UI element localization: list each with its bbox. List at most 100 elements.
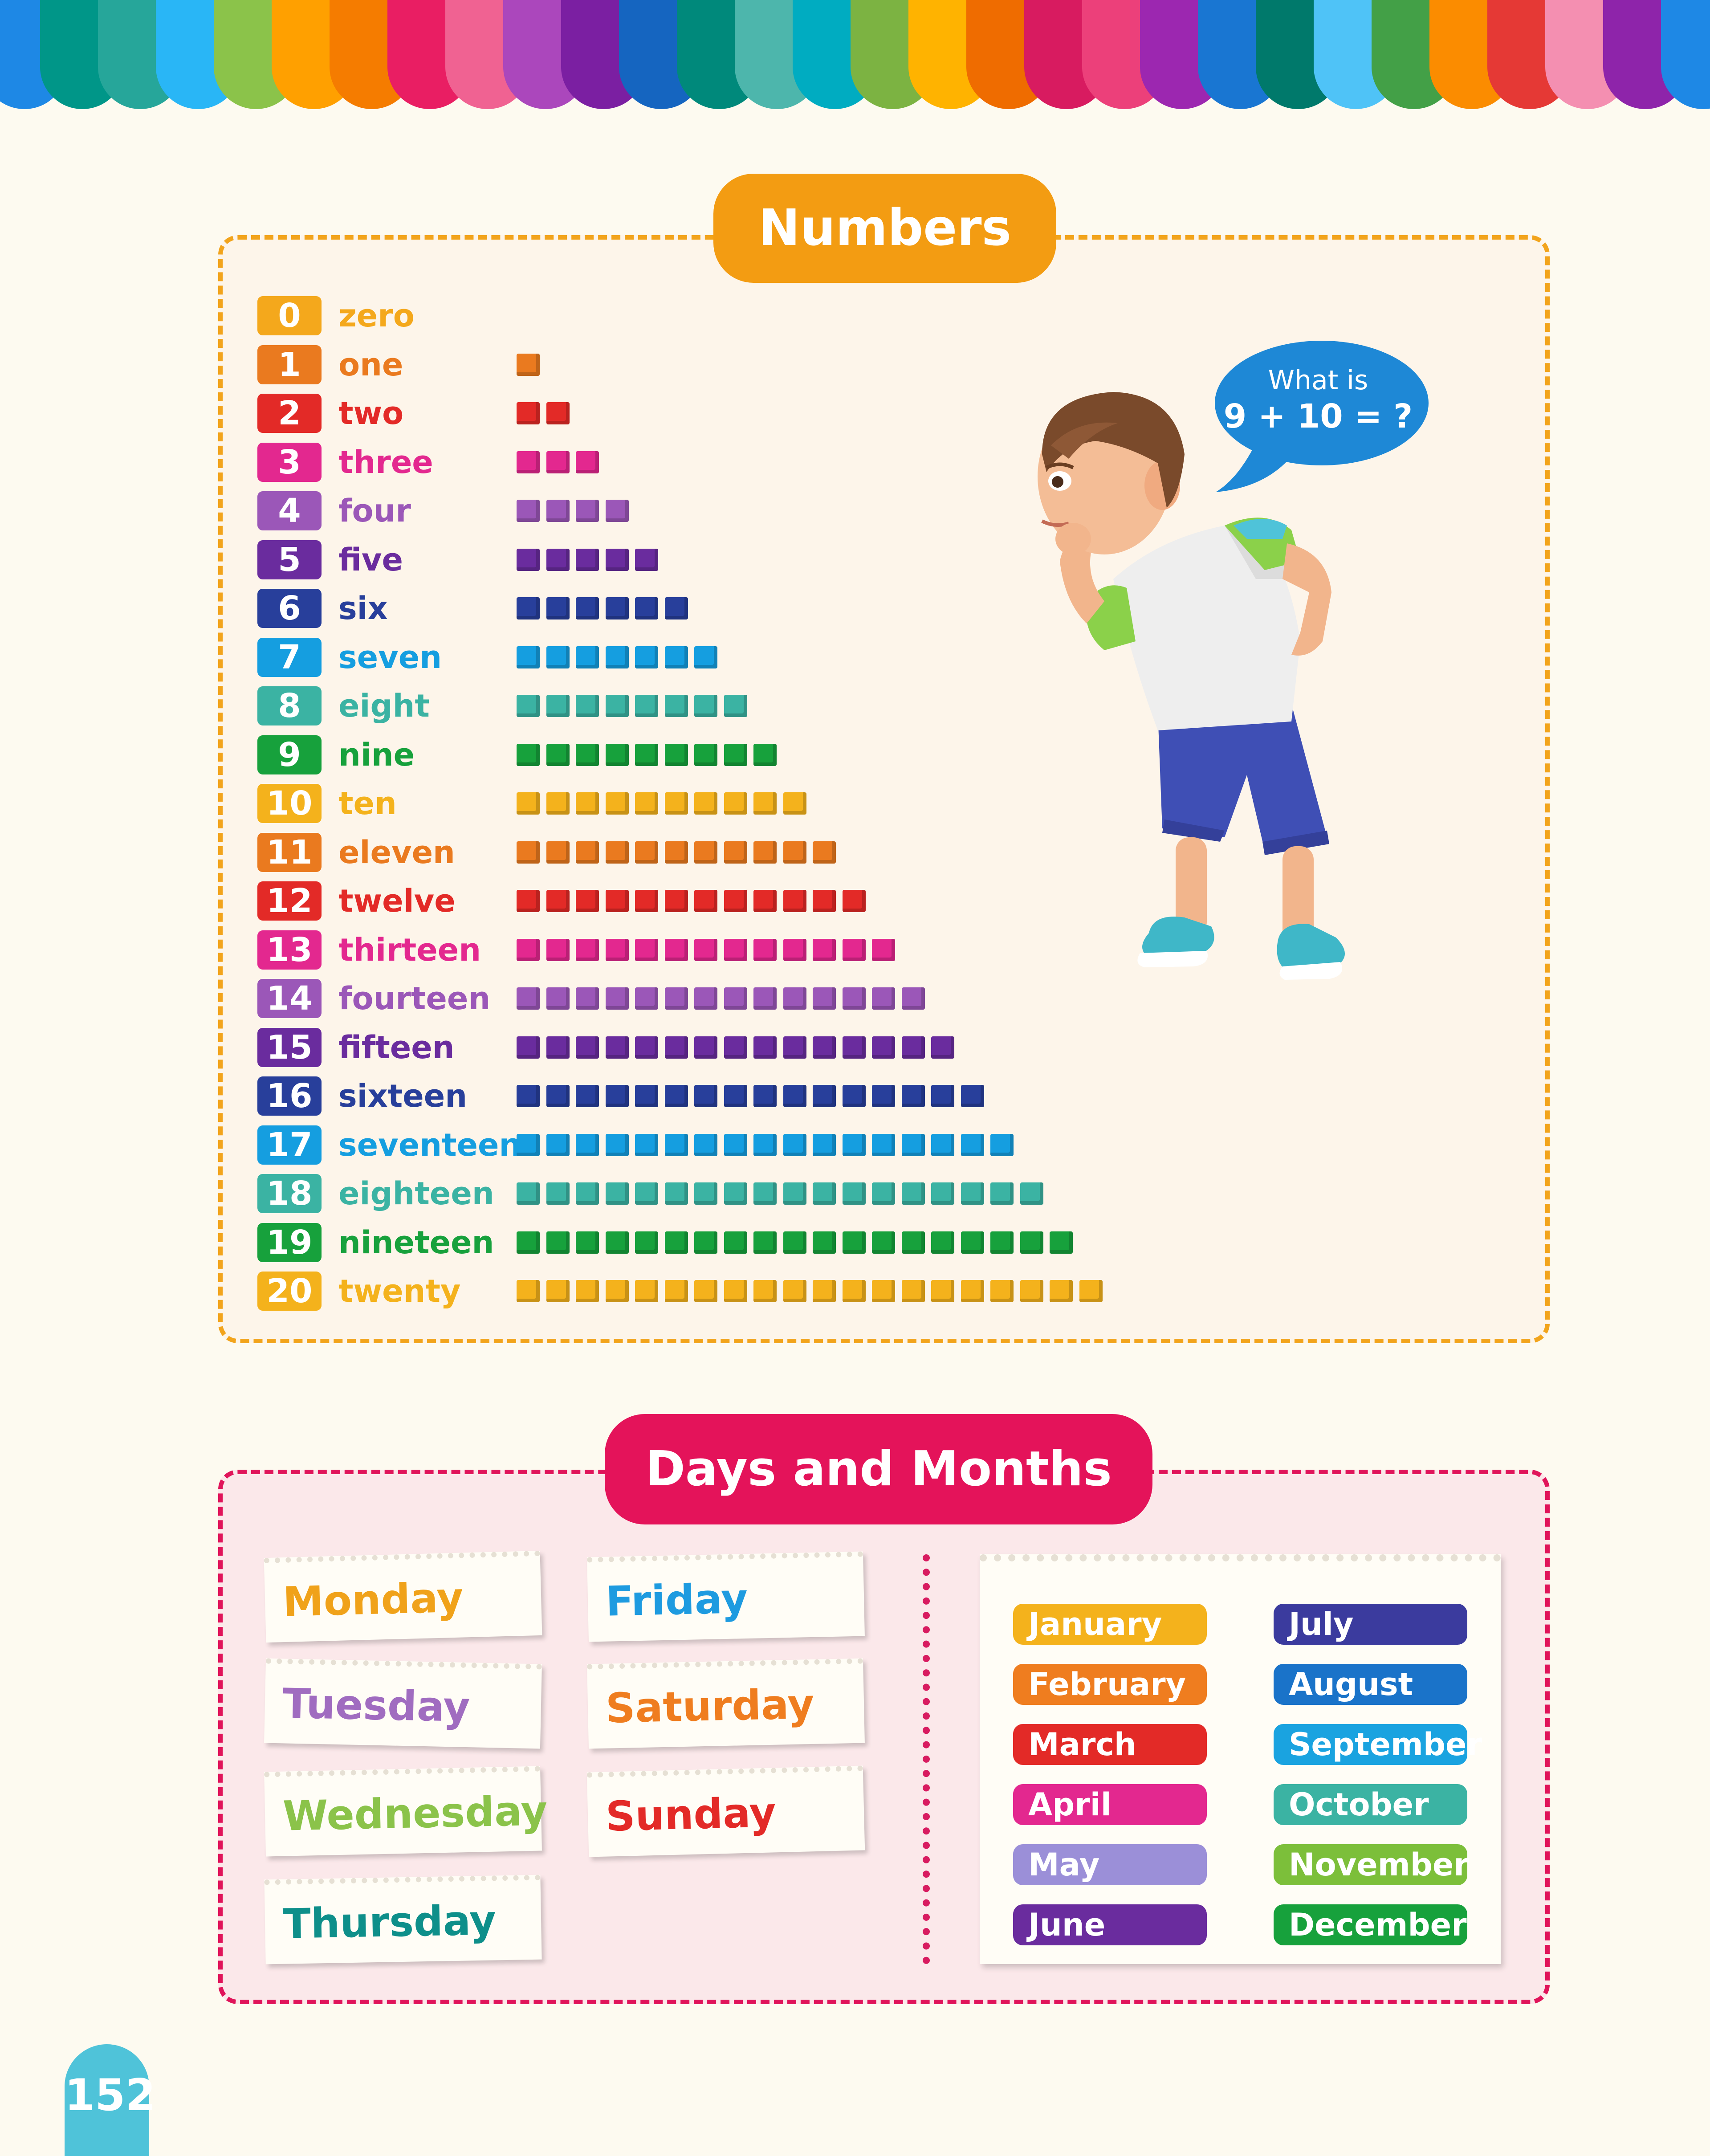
counting-cube — [605, 1036, 629, 1059]
number-word: seventeen — [338, 1126, 521, 1163]
counting-cube — [783, 1133, 806, 1156]
counting-cube — [872, 1036, 895, 1059]
number-word: two — [338, 395, 404, 432]
counting-cube — [517, 1133, 540, 1156]
counting-cube — [605, 597, 629, 619]
number-digit-badge: 19 — [257, 1223, 322, 1262]
counting-cube — [546, 841, 570, 864]
page-number: 152 — [65, 2044, 156, 2156]
counting-cube — [694, 938, 717, 961]
counting-cube — [931, 1036, 954, 1059]
counting-cube — [576, 1133, 599, 1156]
counting-cube — [517, 938, 540, 961]
counting-cube — [664, 743, 688, 766]
counting-cube — [546, 695, 570, 717]
counting-cube — [813, 1133, 836, 1156]
counting-cube — [664, 646, 688, 668]
counting-cube — [1020, 1231, 1043, 1254]
numbers-title: Numbers — [713, 174, 1056, 283]
counting-cube — [517, 548, 540, 571]
counting-cube — [842, 938, 866, 961]
counting-cube — [664, 841, 688, 864]
number-word: five — [338, 541, 403, 578]
counting-cube — [576, 646, 599, 668]
counting-cube — [517, 1085, 540, 1107]
counting-cube — [605, 890, 629, 912]
counting-cube — [546, 548, 570, 571]
number-word: fourteen — [338, 980, 491, 1017]
counting-cube — [724, 890, 747, 912]
counting-cube — [842, 987, 866, 1010]
counting-cube — [753, 890, 777, 912]
counting-cube — [783, 841, 806, 864]
speech-text-equation: 9 + 10 = ? — [1223, 397, 1413, 436]
counting-cube — [1050, 1231, 1073, 1254]
number-word: twelve — [338, 883, 456, 919]
counting-cube — [517, 500, 540, 522]
counting-cube — [901, 987, 925, 1010]
counting-cube — [842, 1280, 866, 1302]
counting-cube — [546, 1231, 570, 1254]
counting-cube — [517, 353, 540, 376]
counting-cube — [517, 451, 540, 473]
counting-cube — [813, 890, 836, 912]
counting-cube — [576, 1036, 599, 1059]
day-card: Tuesday — [264, 1658, 542, 1749]
counting-cube — [664, 792, 688, 815]
number-digit-badge: 4 — [257, 491, 322, 530]
scallop-drop — [1661, 0, 1710, 109]
number-digit-badge: 9 — [257, 735, 322, 774]
counting-cube — [605, 695, 629, 717]
counting-cube — [961, 1182, 984, 1205]
counting-cube — [664, 890, 688, 912]
counting-cube — [783, 1182, 806, 1205]
counting-cube — [635, 792, 658, 815]
counting-cube — [724, 1182, 747, 1205]
counting-cube — [664, 1133, 688, 1156]
number-digit-badge: 8 — [257, 686, 322, 725]
number-digit-badge: 10 — [257, 784, 322, 823]
counting-cube — [724, 695, 747, 717]
month-label: March — [1013, 1724, 1207, 1765]
number-word: twenty — [338, 1273, 461, 1309]
counting-cube — [635, 1280, 658, 1302]
counting-cube — [842, 1036, 866, 1059]
counting-cube — [635, 938, 658, 961]
number-digit-badge: 12 — [257, 881, 322, 921]
number-digit-badge: 18 — [257, 1174, 322, 1213]
number-digit-badge: 3 — [257, 442, 322, 482]
counting-cube — [753, 1133, 777, 1156]
counting-cube — [517, 987, 540, 1010]
counting-cube — [724, 792, 747, 815]
counting-cube — [517, 890, 540, 912]
counting-cube — [990, 1133, 1014, 1156]
counting-cube — [872, 1231, 895, 1254]
number-digit-badge: 1 — [257, 345, 322, 384]
counting-cube — [576, 548, 599, 571]
month-label: February — [1013, 1664, 1207, 1705]
counting-cube — [990, 1280, 1014, 1302]
counting-cube — [517, 1182, 540, 1205]
top-scallop-border — [0, 0, 1710, 109]
counting-cube — [842, 1182, 866, 1205]
counting-cube — [576, 500, 599, 522]
counting-cube — [546, 1182, 570, 1205]
counting-cube — [635, 1231, 658, 1254]
counting-cube — [546, 743, 570, 766]
day-label: Friday — [605, 1574, 749, 1626]
counting-cube — [753, 841, 777, 864]
month-label: January — [1013, 1604, 1207, 1645]
counting-cube — [546, 987, 570, 1010]
days-months-title: Days and Months — [605, 1414, 1152, 1524]
counting-cube — [605, 938, 629, 961]
counting-cube — [901, 1182, 925, 1205]
counting-cube — [605, 1280, 629, 1302]
counting-cube — [546, 890, 570, 912]
counting-cube — [517, 1036, 540, 1059]
number-word: nineteen — [338, 1224, 494, 1261]
counting-cube — [901, 1036, 925, 1059]
counting-cube — [753, 987, 777, 1010]
counting-cube — [753, 938, 777, 961]
number-digit-badge: 16 — [257, 1076, 322, 1116]
number-digit-badge: 0 — [257, 296, 322, 335]
